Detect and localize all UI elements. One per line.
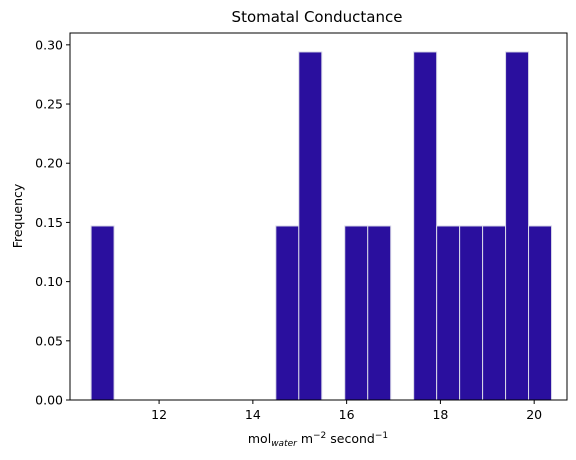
histogram-bar-7 <box>459 225 484 401</box>
x-axis-label: molwater m−2 second−1 <box>248 431 388 449</box>
chart-title: Stomatal Conductance <box>232 8 403 26</box>
y-tick-label: 0.15 <box>35 215 63 230</box>
y-axis-ticks: 0.00 0.05 0.10 0.15 0.20 0.25 0.30 <box>35 37 70 408</box>
y-tick-label: 0.00 <box>35 393 63 408</box>
histogram-bar-1 <box>275 225 300 401</box>
x-tick-label: 20 <box>526 407 542 422</box>
x-axis-ticks: 12 14 16 18 20 <box>151 400 542 422</box>
histogram-bar-6 <box>436 225 461 401</box>
y-axis-label: Frequency <box>10 183 25 248</box>
histogram-bar-0 <box>90 225 115 401</box>
x-tick-label: 16 <box>339 407 355 422</box>
x-tick-label: 12 <box>151 407 167 422</box>
x-axis-label-mid: m <box>297 431 313 446</box>
x-axis-label-sup2: −1 <box>375 431 388 441</box>
y-tick-label: 0.10 <box>35 274 63 289</box>
histogram-bar-5 <box>413 51 438 401</box>
histogram-bar-10 <box>528 225 553 401</box>
histogram-bar-2 <box>298 51 323 401</box>
y-tick-label: 0.20 <box>35 156 63 171</box>
x-tick-label: 18 <box>432 407 448 422</box>
plot-frame <box>69 32 568 401</box>
y-tick-label: 0.25 <box>35 97 63 112</box>
y-tick-label: 0.30 <box>35 37 63 52</box>
x-axis-label-sup1: −2 <box>313 431 326 441</box>
x-axis-label-sub: water <box>271 439 298 449</box>
bars-group <box>90 51 553 401</box>
histogram-bar-3 <box>344 225 369 401</box>
histogram-bar-4 <box>367 225 392 401</box>
x-axis-label-base: mol <box>248 431 271 446</box>
histogram-bar-8 <box>482 225 507 401</box>
y-tick-label: 0.05 <box>35 333 63 348</box>
histogram-bar-9 <box>505 51 530 401</box>
x-tick-label: 14 <box>245 407 261 422</box>
x-axis-label-tail: second <box>326 431 375 446</box>
